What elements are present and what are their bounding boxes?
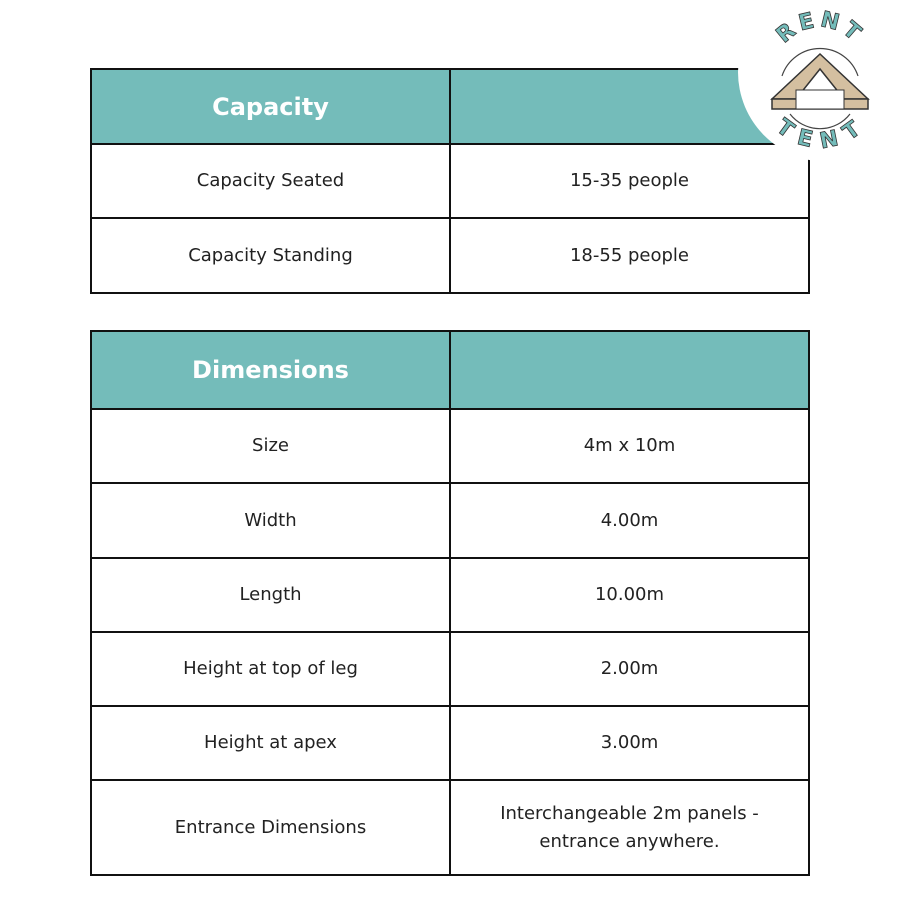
row-label: Width: [90, 482, 451, 559]
table-row: Entrance Dimensions Interchangeable 2m pa…: [90, 779, 810, 876]
capacity-header: Capacity: [90, 68, 451, 145]
table-row: Height at top of leg 2.00m: [90, 631, 810, 707]
row-label: Entrance Dimensions: [90, 779, 451, 876]
row-label: Height at apex: [90, 705, 451, 781]
row-value: 2.00m: [449, 631, 810, 707]
logo-text-bottom: TENT: [772, 114, 869, 154]
logo-text-top: RENT: [772, 7, 868, 48]
header-empty-cell: [449, 330, 810, 410]
row-value: 3.00m: [449, 705, 810, 781]
table-row: Size 4m x 10m: [90, 408, 810, 484]
row-value: 10.00m: [449, 557, 810, 633]
row-value: 4m x 10m: [449, 408, 810, 484]
dimensions-header: Dimensions: [90, 330, 451, 410]
table-row: Capacity Seated 15-35 people: [90, 143, 810, 219]
row-label: Length: [90, 557, 451, 633]
row-label: Capacity Standing: [90, 217, 451, 294]
row-value: 15-35 people: [449, 143, 810, 219]
dimensions-table: Dimensions Size 4m x 10m Width 4.00m Lengt…: [90, 330, 810, 876]
capacity-table: Capacity Capacity Seated 15-35 people Cap…: [90, 68, 810, 294]
table-row: Capacity Standing 18-55 people: [90, 217, 810, 294]
row-value: 4.00m: [449, 482, 810, 559]
table-row: Height at apex 3.00m: [90, 705, 810, 781]
table-row: Length 10.00m: [90, 557, 810, 633]
table-row: Width 4.00m: [90, 482, 810, 559]
row-label: Size: [90, 408, 451, 484]
row-label: Capacity Seated: [90, 143, 451, 219]
logo-backdrop: [738, 0, 900, 162]
rent-tent-logo: RENT TENT: [770, 7, 870, 155]
row-value: 18-55 people: [449, 217, 810, 294]
row-label: Height at top of leg: [90, 631, 451, 707]
row-value: Interchangeable 2m panels - entrance any…: [449, 779, 810, 876]
